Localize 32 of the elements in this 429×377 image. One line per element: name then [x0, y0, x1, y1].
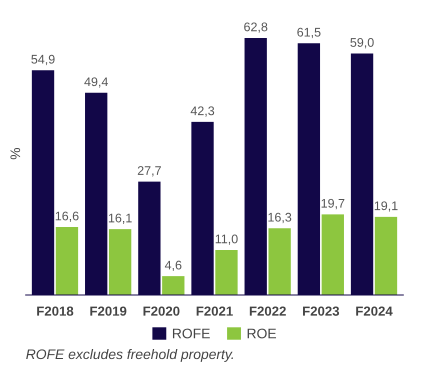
x-tick-label: F2020 — [144, 306, 180, 316]
data-label: 62,8 — [244, 22, 268, 33]
x-tick-label: F2022 — [250, 306, 286, 316]
text: ROFE excludes freehold property. — [26, 348, 233, 362]
data-label: 19,7 — [322, 198, 344, 210]
data-label: 54,9 — [31, 54, 55, 66]
x-tick-label: F2024 — [356, 306, 393, 316]
bar — [268, 228, 291, 295]
x-tick-label: F2019 — [90, 306, 126, 316]
y-axis-title: % — [10, 148, 20, 160]
bar — [108, 229, 132, 295]
data-label: 16,1 — [108, 214, 132, 224]
data-label: 11,0 — [216, 234, 238, 245]
data-label: 16,6 — [56, 212, 79, 222]
bar — [322, 214, 344, 295]
x-tick-label: F2021 — [196, 306, 233, 316]
bar — [56, 227, 78, 295]
bar — [215, 250, 238, 295]
bar — [374, 216, 398, 295]
legend-label: ROFE — [172, 328, 210, 338]
data-label: 16,3 — [268, 212, 292, 224]
data-label: 42,3 — [190, 106, 214, 117]
legend-label: ROE — [248, 328, 276, 338]
x-tick-label: F2023 — [303, 306, 340, 316]
bar — [162, 276, 184, 295]
data-label: 49,4 — [84, 77, 108, 88]
data-label: 59,0 — [350, 38, 374, 48]
data-label: 27,7 — [138, 166, 161, 176]
data-label: 4,6 — [164, 260, 182, 272]
data-label: 19,1 — [374, 201, 398, 212]
x-tick-label: F2018 — [37, 306, 74, 316]
data-label: 61,5 — [297, 28, 321, 38]
